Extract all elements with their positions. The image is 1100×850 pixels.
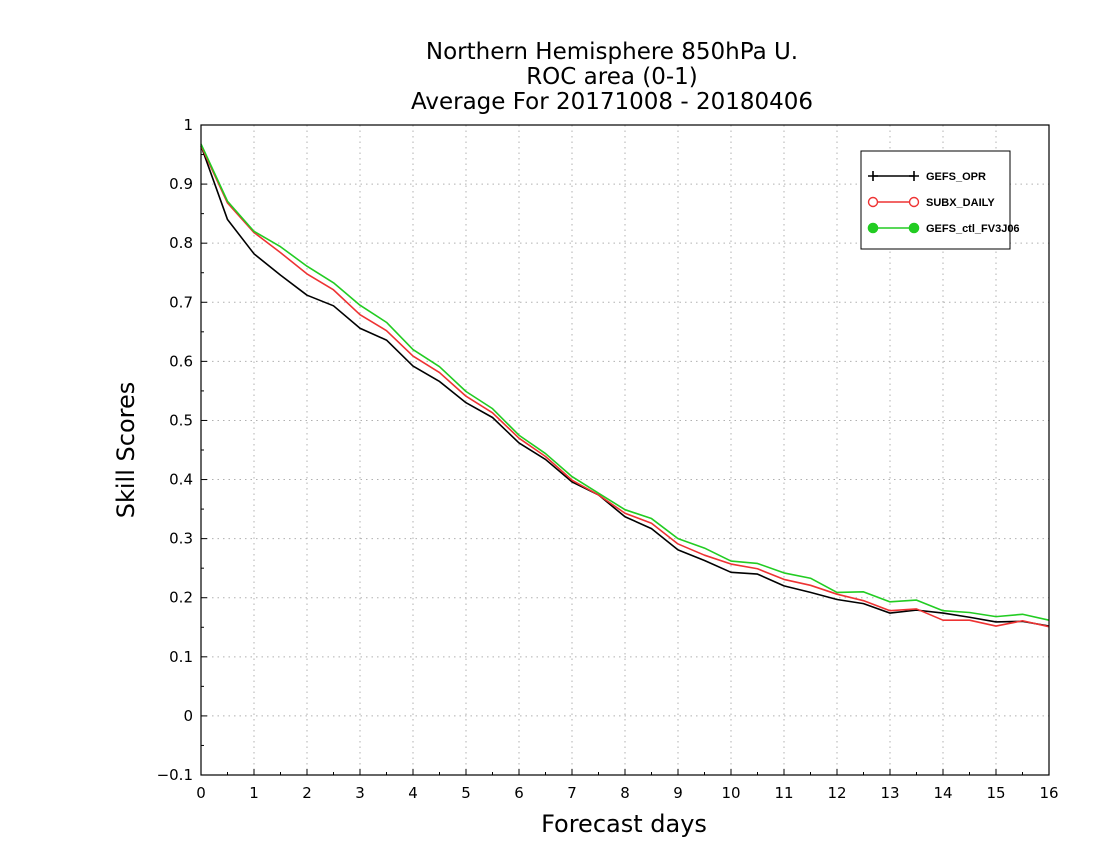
y-tick-label: 0.5 — [169, 411, 193, 429]
legend-marker-open-circle — [908, 196, 920, 208]
series-lines — [200, 143, 1050, 628]
legend-marker-plus — [868, 171, 878, 181]
series-line-subx-daily — [200, 145, 1050, 628]
x-tick-label: 12 — [827, 784, 846, 802]
legend-label-subx-daily: SUBX_DAILY — [926, 197, 995, 209]
y-axis-label: Skill Scores — [112, 382, 140, 519]
x-tick-label: 3 — [355, 784, 365, 802]
x-tick-label: 0 — [196, 784, 206, 802]
y-tick-label: 0.9 — [169, 175, 193, 193]
y-tick-label: 1 — [183, 116, 193, 134]
legend-box — [860, 150, 1011, 250]
y-tick-label: 0.1 — [169, 648, 193, 666]
title-line-2: ROC area (0-1) — [526, 64, 698, 90]
series-line-gefs-opr — [200, 145, 1050, 627]
chart-title: Northern Hemisphere 850hPa U. ROC area (… — [411, 39, 813, 115]
x-tick-label: 1 — [249, 784, 259, 802]
title-line-3: Average For 20171008 - 20180406 — [411, 89, 813, 115]
y-tick-label: 0 — [183, 707, 193, 725]
x-tick-label: 10 — [721, 784, 740, 802]
title-line-1: Northern Hemisphere 850hPa U. — [426, 39, 798, 65]
x-axis-label: Forecast days — [541, 810, 707, 838]
y-tick-label: −0.1 — [157, 766, 193, 784]
legend: GEFS_OPR SUBX_DAILY GEFS_ctl_FV3J06 — [860, 150, 1020, 250]
y-tick-label: 0.8 — [169, 234, 193, 252]
x-tick-label: 6 — [514, 784, 524, 802]
legend-marker-open-circle — [867, 196, 879, 208]
x-tick-label: 8 — [620, 784, 630, 802]
legend-marker-filled-circle — [908, 222, 920, 234]
legend-marker-filled-circle — [867, 222, 879, 234]
x-tick-label: 2 — [302, 784, 312, 802]
y-tick-label: 0.6 — [169, 352, 193, 370]
x-tick-label: 14 — [933, 784, 952, 802]
y-tick-label: 0.3 — [169, 530, 193, 548]
x-tick-label: 4 — [408, 784, 418, 802]
y-tick-label: 0.7 — [169, 293, 193, 311]
grid — [201, 125, 1049, 775]
x-tick-label: 16 — [1039, 784, 1058, 802]
legend-label-gefs-ctl-fv3j06: GEFS_ctl_FV3J06 — [926, 223, 1020, 235]
x-tick-label: 15 — [986, 784, 1005, 802]
x-tick-label: 9 — [673, 784, 683, 802]
legend-marker-plus — [909, 171, 919, 181]
y-tick-label: 0.4 — [169, 471, 193, 489]
series-line-gefs-ctl-fv3j06 — [200, 143, 1050, 621]
y-tick-label: 0.2 — [169, 589, 193, 607]
legend-label-gefs-opr: GEFS_OPR — [926, 171, 986, 183]
x-tick-label: 5 — [461, 784, 471, 802]
axis-ticks: 0 1 2 3 4 5 6 7 8 9 10 11 12 13 14 15 16−0.100.10.20.30.… — [157, 116, 1059, 802]
x-tick-label: 13 — [880, 784, 899, 802]
x-tick-label: 11 — [774, 784, 793, 802]
x-tick-label: 7 — [567, 784, 577, 802]
